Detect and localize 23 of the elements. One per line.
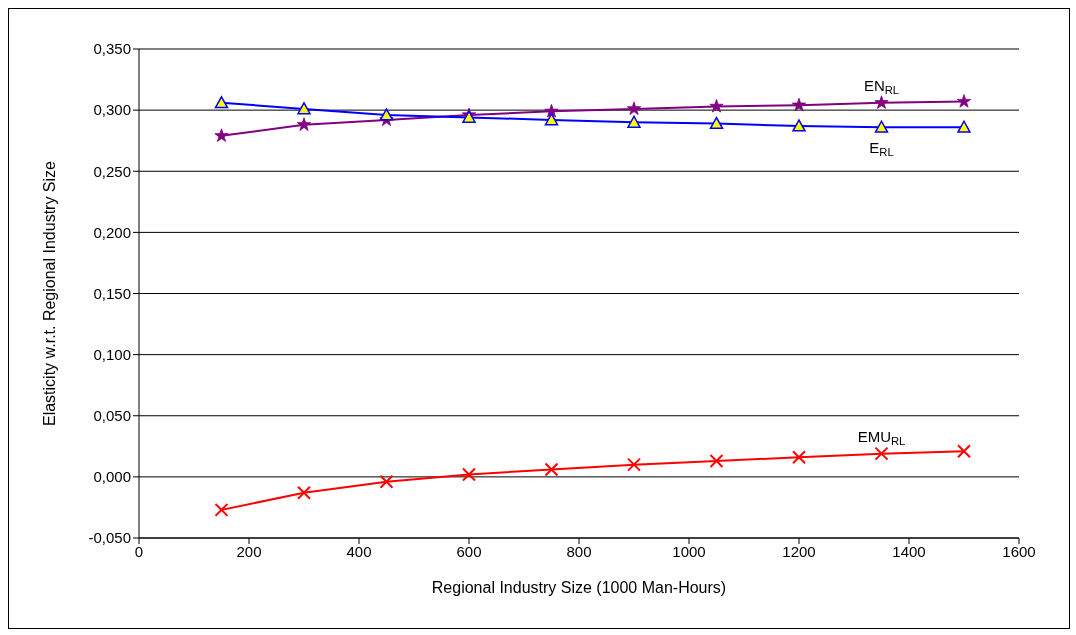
x-axis-title: Regional Industry Size (1000 Man-Hours) — [431, 579, 727, 596]
series-label: E$_{RL}$ — [869, 139, 894, 159]
x-tick-label: 800 — [566, 542, 592, 560]
y-axis-title: Elasticity w.r.t. Regional Industry Size — [40, 160, 58, 426]
y-tick-label: 0,350 — [93, 40, 131, 58]
y-tick-label: 0,100 — [93, 345, 131, 363]
x-tick-label: 600 — [456, 542, 482, 560]
x-tick-label: 1400 — [892, 542, 926, 560]
series-label: EMU$_{RL}$ — [857, 427, 906, 447]
x-tick-label: 1200 — [782, 542, 816, 560]
y-tick-label: 0,050 — [93, 407, 131, 425]
y-tick-label: 0,300 — [93, 101, 131, 119]
x-tick-label: 200 — [236, 542, 262, 560]
x-tick-label: 0 — [134, 542, 144, 560]
y-tick-label: 0,250 — [93, 162, 131, 180]
y-tick-label: -0,050 — [88, 529, 131, 547]
y-tick-label: 0,000 — [93, 468, 131, 486]
y-tick-label: 0,150 — [93, 284, 131, 302]
x-tick-label: 400 — [346, 542, 372, 560]
series-label: EN$_{RL}$ — [863, 76, 900, 97]
x-tick-label: 1600 — [1002, 542, 1036, 560]
x-tick-label: 1000 — [672, 542, 706, 560]
y-tick-label: 0,200 — [93, 223, 131, 241]
